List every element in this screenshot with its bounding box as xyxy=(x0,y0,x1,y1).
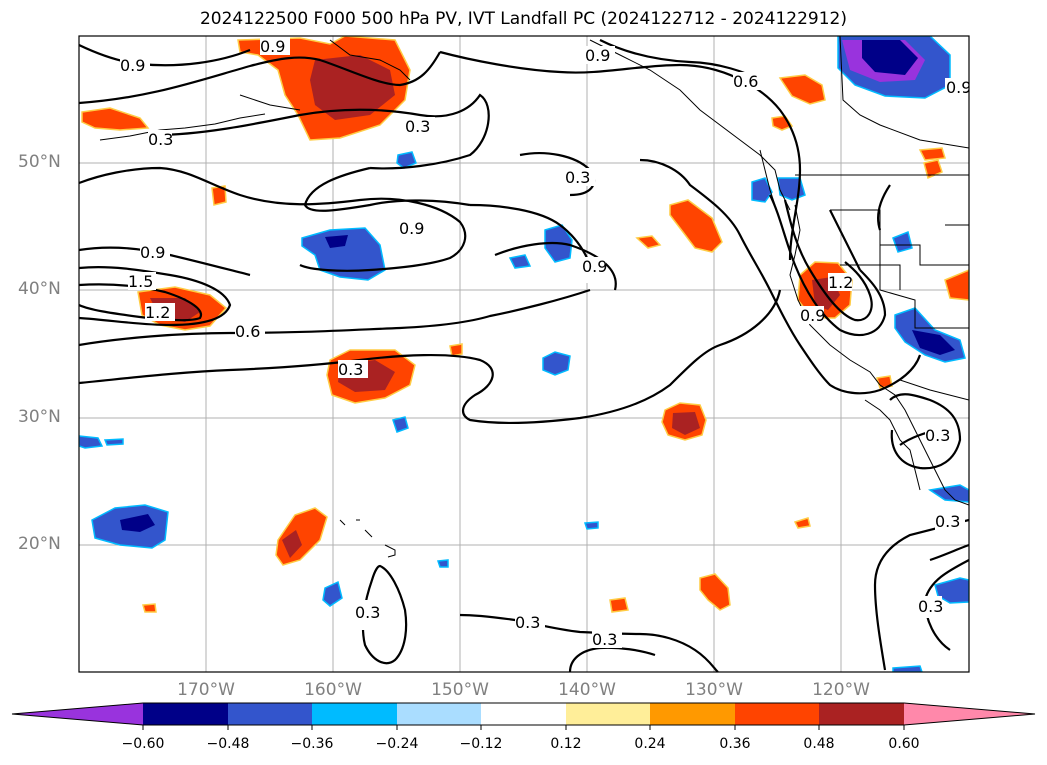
lon-label: 170°W xyxy=(177,680,235,700)
contour-label: 0.3 xyxy=(935,512,960,531)
coastlines xyxy=(99,36,969,558)
lat-label: 40°N xyxy=(18,279,61,299)
contour-label: 0.3 xyxy=(918,597,943,616)
contour-label: 0.3 xyxy=(148,130,173,149)
contour-label: 0.3 xyxy=(405,117,430,136)
colorbar-tick-label: 0.36 xyxy=(719,736,751,752)
colorbar-tick-label: −0.48 xyxy=(206,736,250,752)
contour-label: 0.9 xyxy=(399,219,424,238)
contour-label: 0.3 xyxy=(355,603,380,622)
contour-label: 1.2 xyxy=(145,303,170,322)
colorbar xyxy=(11,702,1036,730)
colorbar-tick-label: −0.60 xyxy=(121,736,165,752)
contour-label: 1.2 xyxy=(828,273,853,292)
colorbar-swatch xyxy=(397,703,481,725)
contour-label: 0.6 xyxy=(733,72,758,91)
colorbar-tick-label: −0.12 xyxy=(459,736,503,752)
lon-label: 140°W xyxy=(558,680,616,700)
contour-label: 0.9 xyxy=(800,306,825,325)
contour-label: 0.9 xyxy=(120,56,145,75)
lon-label: 130°W xyxy=(685,680,743,700)
colorbar-swatch xyxy=(481,703,566,725)
colorbar-swatch xyxy=(312,703,397,725)
colorbar-swatch xyxy=(143,703,228,725)
colorbar-swatch xyxy=(735,703,819,725)
colorbar-over-extend xyxy=(904,703,1035,725)
contour-label: 0.3 xyxy=(925,426,950,445)
positive-pc-shading xyxy=(81,36,969,613)
contour-label: 0.6 xyxy=(235,322,260,341)
contour-label: 0.9 xyxy=(582,257,607,276)
contour-labels: 0.9 0.9 0.9 0.6 0.9 0.3 0.3 0.9 0.9 1.5 … xyxy=(120,37,971,649)
contour-label: 0.9 xyxy=(585,46,610,65)
colorbar-swatch xyxy=(650,703,735,725)
contour-label: 0.3 xyxy=(592,630,617,649)
contour-label: 1.5 xyxy=(128,272,153,291)
map-frame xyxy=(78,35,970,673)
lat-label: 20°N xyxy=(18,534,61,554)
contour-label: 0.3 xyxy=(515,613,540,632)
lon-label: 150°W xyxy=(431,680,489,700)
colorbar-under-extend xyxy=(12,703,143,725)
contour-label: 0.9 xyxy=(946,78,971,97)
contour-label: 0.9 xyxy=(140,243,165,262)
colorbar-tick-label: −0.36 xyxy=(290,736,334,752)
contour-label: 0.3 xyxy=(338,360,363,379)
colorbar-swatch xyxy=(819,703,904,725)
lon-label: 120°W xyxy=(812,680,870,700)
lon-label: 160°W xyxy=(304,680,362,700)
colorbar-tick-label: 0.60 xyxy=(888,736,920,752)
colorbar-tick-label: 0.24 xyxy=(634,736,666,752)
map-area xyxy=(79,36,969,672)
colorbar-swatch xyxy=(566,703,650,725)
map-title: 2024122500 F000 500 hPa PV, IVT Landfall… xyxy=(199,9,847,29)
colorbar-tick-label: 0.12 xyxy=(550,736,582,752)
negative-pc-shading xyxy=(79,36,969,672)
colorbar-tick-label: −0.24 xyxy=(375,736,419,752)
colorbar-swatch xyxy=(228,703,312,725)
lat-label: 50°N xyxy=(18,152,61,172)
contour-label: 0.9 xyxy=(260,37,285,56)
contour-label: 0.3 xyxy=(565,168,590,187)
lat-label: 30°N xyxy=(18,407,61,427)
colorbar-tick-label: 0.48 xyxy=(803,736,835,752)
